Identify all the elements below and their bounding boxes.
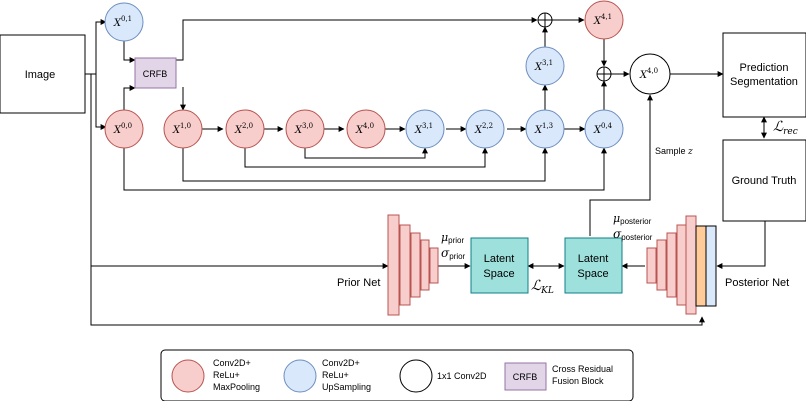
- svg-text:Space: Space: [577, 268, 608, 280]
- svg-text:μposterior: μposterior: [613, 212, 652, 226]
- svg-text:CRFB: CRFB: [513, 372, 538, 382]
- loss-rec-label: ℒrec: [773, 119, 798, 137]
- svg-text:Posterior Net: Posterior Net: [725, 277, 789, 289]
- svg-text:1x1 Conv2D: 1x1 Conv2D: [437, 371, 487, 381]
- sigma-prior-label: σprior: [441, 246, 466, 261]
- svg-text:ReLu+: ReLu+: [213, 370, 240, 380]
- legend: Conv2D+ ReLu+ MaxPooling Conv2D+ ReLu+ U…: [160, 349, 634, 401]
- sample-z-label: Sample z: [655, 146, 693, 157]
- node-circle: [525, 46, 565, 86]
- node-x31a: X3,1: [405, 109, 445, 149]
- svg-text:ℒKL: ℒKL: [531, 278, 554, 296]
- image-box: Image: [0, 34, 86, 114]
- nodes: X0,1 X0,0 X1,0 X2,0 X3,0 X4,0 X3,1 X2,2 X1,3 X3,1…: [104, 0, 671, 149]
- svg-text:Space: Space: [483, 268, 514, 280]
- node-label: X1,0: [172, 122, 191, 136]
- node-circle: [525, 109, 565, 149]
- mu-posterior-label: μposterior: [613, 212, 652, 226]
- svg-text:Conv2D+: Conv2D+: [322, 358, 360, 368]
- svg-text:Prior Net: Prior Net: [337, 277, 380, 289]
- node-circle: [405, 109, 445, 149]
- node-label: X0,1: [113, 15, 132, 29]
- svg-text:Latent: Latent: [578, 253, 609, 265]
- node-circle: [163, 109, 203, 149]
- add-node-right: [596, 66, 612, 82]
- svg-text:σposterior: σposterior: [613, 227, 653, 242]
- sigma-posterior-label: σposterior: [613, 227, 653, 242]
- legend-conv1x1: 1x1 Conv2D: [399, 359, 487, 393]
- node-circle: [104, 109, 144, 149]
- mu-prior-label: μprior: [441, 231, 464, 245]
- node-x40a: X4,0: [346, 109, 386, 149]
- svg-text:Conv2D+: Conv2D+: [213, 358, 251, 368]
- svg-text:μprior: μprior: [441, 231, 464, 245]
- node-x31b: X3,1: [525, 46, 565, 86]
- svg-text:Segmentation: Segmentation: [730, 76, 798, 88]
- node-x04: X0,4: [584, 109, 624, 149]
- latent-space-posterior: Latent Space: [564, 237, 623, 294]
- svg-text:Image: Image: [25, 69, 56, 81]
- posterior-net: [646, 215, 717, 315]
- loss-kl-label: ℒKL: [531, 278, 554, 296]
- node-label: X4,0: [639, 67, 658, 81]
- node-label: X3,1: [534, 59, 553, 73]
- svg-text:ReLu+: ReLu+: [322, 370, 349, 380]
- node-label: X0,0: [113, 122, 132, 136]
- svg-text:Ground Truth: Ground Truth: [732, 175, 797, 187]
- node-circle: [465, 109, 505, 149]
- ground-truth-box: Ground Truth: [722, 139, 806, 222]
- node-label: X0,4: [593, 122, 613, 136]
- node-x20: X2,0: [225, 109, 265, 149]
- posterior-net-label: Posterior Net: [725, 277, 789, 289]
- crfb-block: CRFB: [134, 57, 177, 89]
- node-x01: X0,1: [104, 2, 144, 42]
- svg-text:Latent: Latent: [484, 253, 515, 265]
- legend-crfb: CRFB Cross Residual Fusion Block: [504, 362, 613, 391]
- prior-net-label: Prior Net: [337, 277, 380, 289]
- add-node-top: [537, 12, 553, 28]
- legend-conv-pool: Conv2D+ ReLu+ MaxPooling: [171, 358, 260, 393]
- node-label: X4,0: [355, 122, 374, 136]
- svg-text:UpSampling: UpSampling: [322, 382, 371, 392]
- node-label: X4,1: [593, 13, 612, 27]
- svg-text:MaxPooling: MaxPooling: [213, 382, 260, 392]
- node-label: X3,0: [294, 122, 313, 136]
- node-x22: X2,2: [465, 109, 505, 149]
- connections: [85, 17, 767, 326]
- node-x30: X3,0: [285, 109, 325, 149]
- node-circle: [584, 0, 624, 40]
- prediction-box: Prediction Segmentation: [722, 32, 806, 118]
- prior-net: [387, 214, 439, 316]
- node-circle: [225, 109, 265, 149]
- svg-text:Sample z: Sample z: [655, 146, 693, 157]
- svg-text:Fusion Block: Fusion Block: [552, 376, 604, 386]
- svg-text:CRFB: CRFB: [143, 69, 168, 79]
- legend-upsampling: Conv2D+ ReLu+ UpSampling: [283, 358, 371, 393]
- node-label: X3,1: [414, 122, 433, 136]
- node-circle: [346, 109, 386, 149]
- node-label: X2,2: [474, 122, 493, 136]
- svg-text:σprior: σprior: [441, 246, 466, 261]
- node-circle: [104, 2, 144, 42]
- node-x13: X1,3: [525, 109, 565, 149]
- node-label: X2,0: [234, 122, 253, 136]
- latent-space-prior: Latent Space: [470, 237, 529, 294]
- node-x41: X4,1: [584, 0, 624, 40]
- node-circle: [629, 53, 671, 95]
- svg-text:ℒrec: ℒrec: [773, 119, 798, 137]
- node-label: X1,3: [534, 122, 553, 136]
- svg-text:Cross Residual: Cross Residual: [552, 364, 613, 374]
- node-circle: [285, 109, 325, 149]
- node-x00: X0,0: [104, 109, 144, 149]
- node-circle: [584, 109, 624, 149]
- svg-text:Prediction: Prediction: [740, 62, 789, 74]
- node-x40b: X4,0: [629, 53, 671, 95]
- node-x10: X1,0: [163, 109, 203, 149]
